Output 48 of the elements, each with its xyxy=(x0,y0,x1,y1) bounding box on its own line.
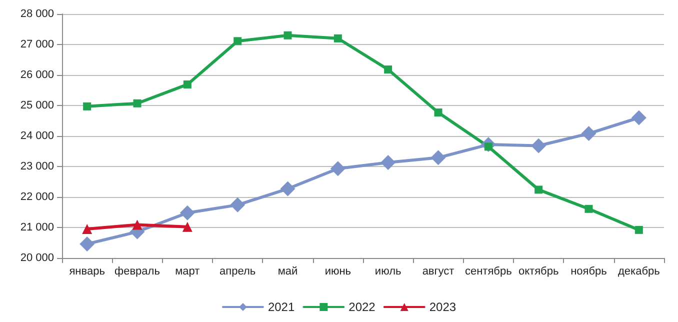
y-tick-label: 26 000 xyxy=(20,69,54,81)
point xyxy=(234,37,242,46)
point xyxy=(133,99,142,108)
x-tick-label: май xyxy=(278,266,298,278)
point xyxy=(380,155,396,170)
point xyxy=(330,161,346,176)
point xyxy=(584,204,593,213)
point xyxy=(183,80,192,88)
y-tick-label: 24 000 xyxy=(20,130,54,142)
x-tick-label: июль xyxy=(374,266,402,278)
legend-label: 2022 xyxy=(348,300,376,314)
point xyxy=(132,220,142,230)
point xyxy=(384,66,392,74)
x-tick-label: сентябрь xyxy=(464,266,512,278)
x-tick-label: апрель xyxy=(220,266,256,278)
x-tick-label: ноябрь xyxy=(570,266,608,278)
point xyxy=(83,102,92,110)
point xyxy=(534,186,543,194)
point xyxy=(280,181,296,196)
x-tick-label: январь xyxy=(69,266,106,278)
y-tick-label: 28 000 xyxy=(20,8,54,20)
y-tick-label: 27 000 xyxy=(20,38,54,50)
y-tick-label: 25 000 xyxy=(20,100,54,112)
point xyxy=(334,34,342,42)
point xyxy=(581,126,596,142)
point xyxy=(182,222,192,232)
y-tick-label: 23 000 xyxy=(20,160,54,172)
point xyxy=(634,226,643,234)
y-tick-label: 20 000 xyxy=(20,252,54,264)
x-tick-label: июнь xyxy=(324,266,352,278)
point xyxy=(531,138,546,154)
y-tick-label: 21 000 xyxy=(20,222,54,234)
x-tick-label: февраль xyxy=(114,266,160,278)
point xyxy=(82,224,92,234)
y-tick-label: 22 000 xyxy=(20,191,54,203)
point xyxy=(80,236,95,252)
point xyxy=(631,110,646,126)
point xyxy=(430,150,446,166)
point xyxy=(230,197,246,212)
legend-label: 2021 xyxy=(268,300,295,314)
x-tick-label: август xyxy=(422,266,454,278)
legend-label: 2023 xyxy=(429,300,456,314)
x-tick-label: октябрь xyxy=(518,266,559,278)
x-tick-label: март xyxy=(175,266,200,278)
point xyxy=(434,108,442,117)
point xyxy=(180,205,195,220)
x-tick-label: декабрь xyxy=(618,266,660,278)
point xyxy=(284,31,292,40)
